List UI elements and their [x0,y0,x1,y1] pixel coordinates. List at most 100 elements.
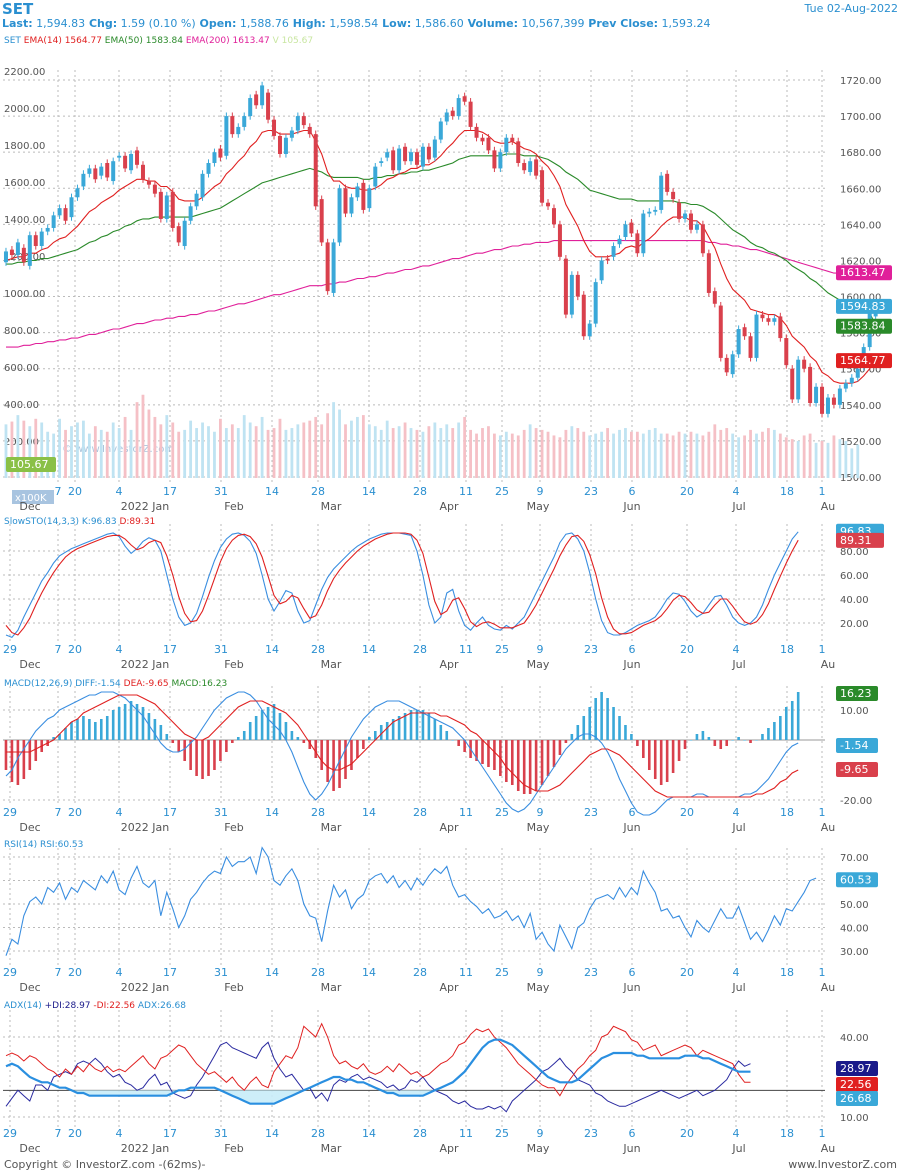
x-month-label: Dec [19,658,40,671]
x-tick-label: 4 [116,485,123,498]
x-tick-label: 28 [413,485,427,498]
macd-hist-bar [534,740,538,791]
quote-value: 1,594.83 [33,17,85,30]
candle-body [766,318,771,322]
volume-bar [290,428,294,478]
macd-hist-bar [403,713,407,740]
volume-bar [82,420,85,478]
x-tick-label: 17 [163,966,177,979]
x-tick-label: 1 [819,643,826,656]
macd-hist-bar [475,740,478,761]
volume-bar [796,441,800,478]
x-tick-label: 29 [3,643,17,656]
candle-body [319,199,324,243]
candle-body [540,170,545,203]
volume-bar [213,431,216,478]
volume-bar [677,431,681,478]
candle-body [194,193,199,207]
volume-axis-label: 800.00 [4,326,39,337]
volume-bar [445,424,449,478]
macd-hist-bar [528,740,532,794]
volume-bar [647,429,651,478]
volume-bar [558,437,562,478]
candle-body [659,175,664,210]
candle-body [677,202,682,219]
volume-unit-bg [12,490,54,504]
quote-value: 1,588.76 [236,17,288,30]
macd-hist-bar [397,716,401,740]
macd-axis-label: 10.00 [840,706,869,717]
volume-bar [52,433,56,478]
candle-body [325,242,330,292]
volume-bar [236,428,240,478]
candle-body [45,227,50,232]
x-tick-label: 18 [780,806,794,819]
candle-body [563,258,568,315]
macd-hist-bar [159,725,163,740]
volume-bar [528,424,532,478]
candle-body [152,184,157,194]
legend-item: RSI:60.53 [40,840,83,850]
macd-hist-bar [731,740,734,741]
macd-hist-bar [254,716,258,740]
candle-body [272,119,277,136]
x-month-label: Apr [439,981,459,994]
volume-bar [838,439,842,478]
stoch-D-line [5,532,799,636]
volume-axis-label: 2000.00 [4,104,45,115]
volume-bar [272,428,276,478]
x-month-label: Feb [224,981,243,994]
ema50-line [6,153,877,326]
x-month-label: May [527,821,550,834]
x-tick-label: 20 [68,643,82,656]
site-link[interactable]: www.InvestorZ.com [788,1158,897,1171]
candle-body [409,152,414,162]
x-tick-label: 20 [68,966,82,979]
volume-bar [165,415,169,478]
legend-item: SET [4,36,24,46]
volume-bar [683,433,687,478]
macd-hist-bar [600,692,603,740]
volume-bar [105,431,109,478]
adx-tag-bg [836,1061,878,1076]
x-tick-label: 25 [495,966,509,979]
candle-body [468,101,473,127]
legend-item: EMA(200) 1613.47 [186,36,273,46]
macd-hist-bar [719,740,723,749]
candle-body [444,112,449,122]
x-tick-label: 14 [265,966,279,979]
candle-body [814,386,819,404]
macd-hist-bar [725,740,729,746]
volume-bar [671,435,675,478]
macd-hist-bar [88,719,91,740]
volume-bar [737,437,741,478]
x-tick-label: 28 [413,643,427,656]
candle-body [653,209,658,212]
macd-hist-bar [105,716,109,740]
macd-hist-bar [320,740,323,770]
volume-bar [713,424,717,478]
x-month-label: 2022 Jan [121,500,169,513]
macd-hist-bar [153,719,157,740]
volume-bar [600,431,604,478]
x-month-label: Jul [731,658,745,671]
candle-body [808,366,813,404]
macd-hist-bar [28,740,32,770]
legend-item: DIFF:-1.54 [75,679,123,689]
x-tick-label: 11 [459,1127,473,1140]
macd-tag: 16.23 [840,687,872,700]
price-tag: 1564.77 [840,354,886,367]
candle-body [39,231,44,247]
x-tick-label: 14 [362,485,376,498]
quote-key: Low: [378,17,411,30]
macd-hist-bar [52,737,55,740]
volume-bar [856,444,860,478]
volume-bar [475,433,478,478]
candle-body [474,126,479,138]
candle-body [718,305,723,358]
x-tick-label: 18 [780,643,794,656]
x-month-label: Mar [321,821,342,834]
macd-hist-bar [111,710,115,740]
macd-hist-bar [415,710,419,740]
price-axis-label: 1600.00 [840,293,881,304]
